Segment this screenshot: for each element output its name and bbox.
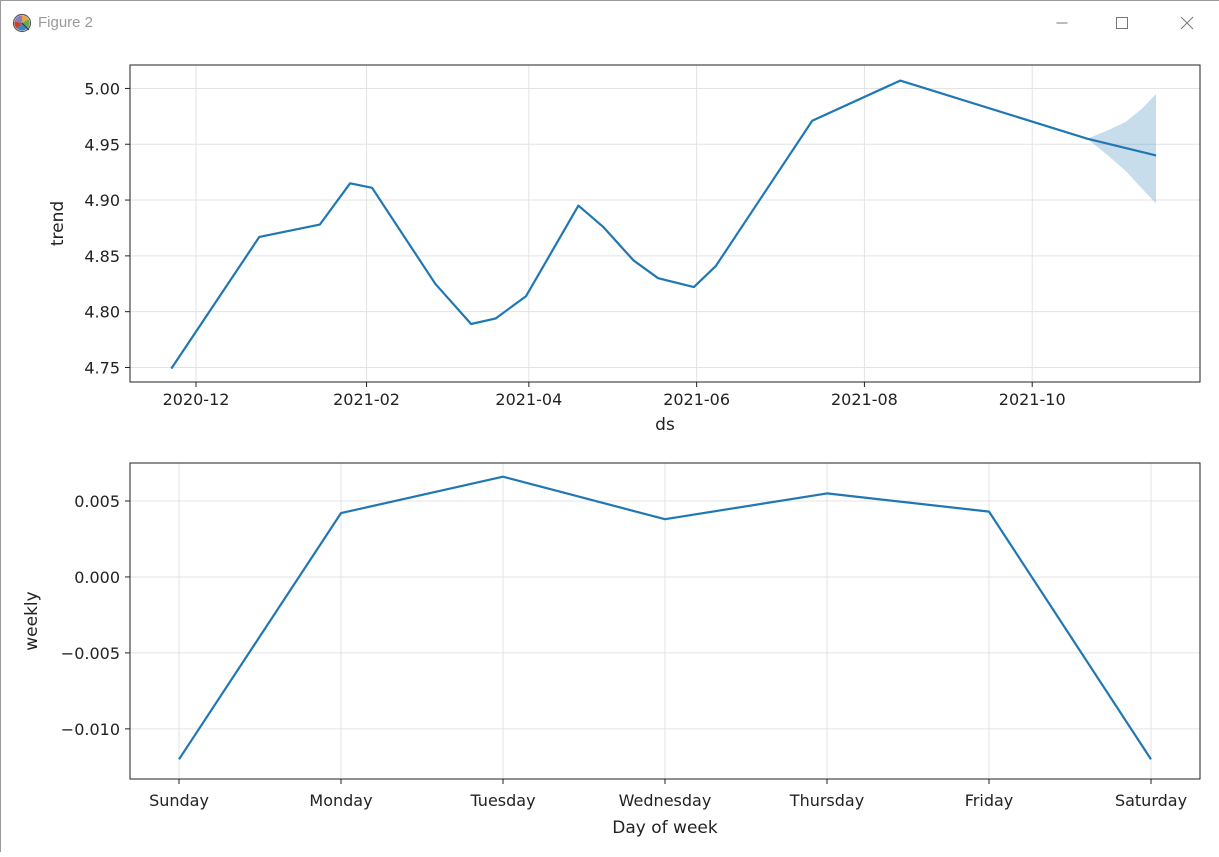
trend-y-ticks: 4.75 4.80 4.85 4.90 4.95 5.00: [84, 79, 130, 377]
weekly-x-ticks: Sunday Monday Tuesday Wednesday Thursday Frid…: [149, 779, 1187, 810]
trend-y-tick-label: 4.85: [84, 247, 120, 266]
trend-x-tick-label: 2021-06: [663, 390, 730, 409]
trend-grid: [130, 65, 1200, 382]
weekly-y-ticks: −0.010 −0.005 0.000 0.005: [61, 492, 130, 739]
minimize-icon: [1056, 22, 1068, 24]
weekly-x-axis-label: Day of week: [612, 818, 718, 838]
trend-uncertainty-band: [1087, 94, 1156, 204]
figure-svg: 2020-12 2021-02 2021-04 2021-06 2021-08 2021-…: [22, 64, 1201, 838]
window-title: Figure 2: [38, 14, 94, 31]
weekly-x-tick-label: Wednesday: [619, 791, 712, 810]
trend-y-tick-label: 5.00: [84, 79, 120, 98]
trend-x-tick-label: 2021-10: [999, 390, 1066, 409]
weekly-x-tick-label: Saturday: [1115, 791, 1187, 810]
weekly-axes: Sunday Monday Tuesday Wednesday Thursday Frid…: [22, 462, 1201, 838]
weekly-x-tick-label: Thursday: [789, 791, 864, 810]
trend-x-axis-label: ds: [655, 415, 675, 435]
maximize-icon: [1116, 17, 1128, 29]
weekly-grid: [130, 463, 1200, 779]
trend-y-tick-label: 4.95: [84, 135, 120, 154]
weekly-y-tick-label: −0.005: [61, 644, 120, 663]
trend-y-tick-label: 4.90: [84, 191, 120, 210]
trend-x-tick-label: 2021-08: [831, 390, 898, 409]
trend-x-ticks: 2020-12 2021-02 2021-04 2021-06 2021-08 2021-…: [163, 382, 1066, 409]
maximize-button[interactable]: [1092, 1, 1152, 45]
minimize-button[interactable]: [1032, 1, 1092, 45]
trend-y-axis-label: trend: [48, 201, 68, 246]
close-button[interactable]: [1157, 1, 1217, 45]
trend-y-tick-label: 4.75: [84, 358, 120, 377]
weekly-y-tick-label: −0.010: [61, 720, 120, 739]
weekly-line: [178, 475, 1152, 760]
matplotlib-logo-icon: [12, 13, 32, 33]
trend-line: [170, 79, 1157, 370]
title-bar[interactable]: Figure 2: [1, 1, 1219, 45]
close-icon: [1180, 16, 1194, 30]
weekly-x-tick-label: Friday: [965, 791, 1014, 810]
weekly-x-tick-label: Sunday: [149, 791, 209, 810]
weekly-y-tick-label: 0.005: [74, 492, 120, 511]
trend-axes-frame: [129, 64, 1201, 383]
trend-x-tick-label: 2021-02: [333, 390, 400, 409]
trend-y-tick-label: 4.80: [84, 303, 120, 322]
weekly-y-axis-label: weekly: [22, 591, 42, 650]
weekly-x-tick-label: Tuesday: [469, 791, 535, 810]
trend-x-tick-label: 2021-04: [495, 390, 562, 409]
trend-axes: 2020-12 2021-02 2021-04 2021-06 2021-08 2021-…: [48, 64, 1201, 435]
trend-x-tick-label: 2020-12: [163, 390, 230, 409]
weekly-x-tick-label: Monday: [309, 791, 372, 810]
weekly-y-tick-label: 0.000: [74, 568, 120, 587]
figure-canvas: 2020-12 2021-02 2021-04 2021-06 2021-08 2021-…: [1, 45, 1219, 853]
